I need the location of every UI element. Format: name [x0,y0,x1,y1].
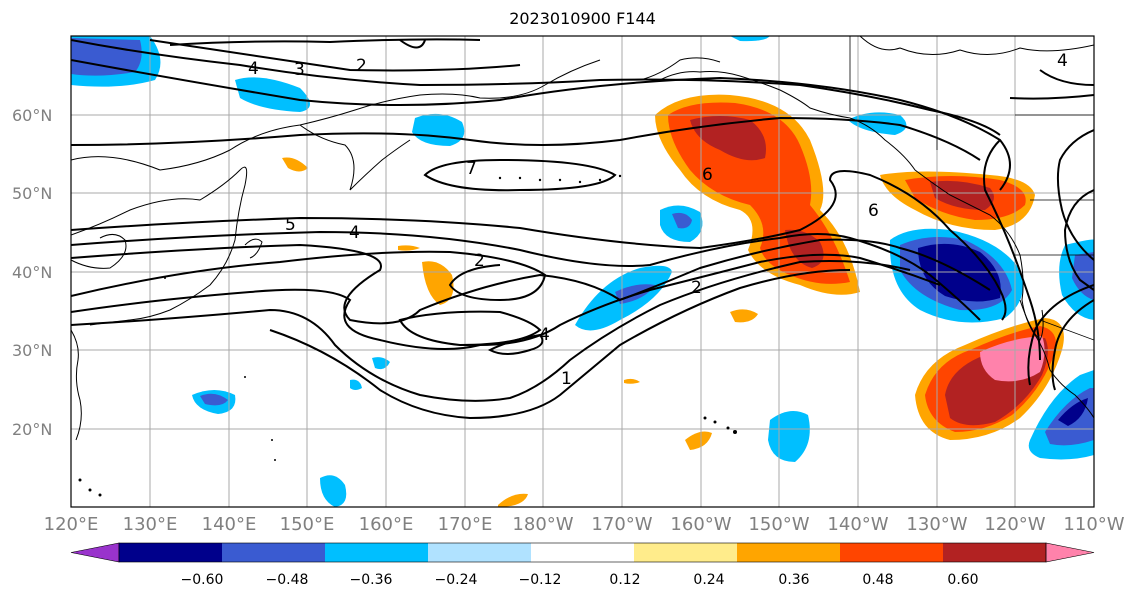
colorbar [70,542,1095,563]
contour-label: 4 [349,223,360,243]
colorbar-segment [531,543,635,562]
latitude-labels: 60°N 50°N 40°N 30°N 20°N [12,106,52,439]
colorbar-tick-label: −0.12 [519,572,562,588]
colorbar-segment [943,543,1047,562]
contour-label: 4 [248,59,259,79]
longitude-labels: 120°E 130°E 140°E 150°E 160°E 170°E 180°… [44,514,1125,535]
borders [849,36,1094,341]
positive-anomaly-region [498,493,528,507]
lon-label: 120°E [44,514,99,535]
negative-anomaly-region [350,379,362,390]
colorbar-segment [222,543,326,562]
contour-labels: 2 3 4 4 5 4 7 2 4 2 1 6 6 4 [248,51,1068,389]
colorbar-tick-labels: −0.60 −0.48 −0.36 −0.24 −0.12 0.12 0.24 … [181,572,979,588]
colorbar-tick-label: −0.48 [266,572,309,588]
lon-label: 170°E [438,514,493,535]
lon-label: 130°E [123,514,178,535]
positive-anomaly-region [690,116,766,161]
positive-anomaly-region [282,157,308,172]
contour-label: 1 [561,369,572,389]
positive-anomaly-region [785,229,824,268]
lon-label: 170°W [591,514,652,535]
map-frame [70,35,1095,508]
lon-label: 160°E [359,514,414,535]
colorbar-extend-max [1045,542,1095,563]
contour-label: 3 [294,60,305,80]
negative-anomaly-region [71,38,142,76]
negative-anomaly-region [848,112,907,135]
lat-label: 50°N [12,184,52,203]
contour-label: 4 [539,325,550,345]
colorbar-tick-label: 0.48 [862,572,893,588]
contour-label: 7 [466,159,477,179]
colorbar-segment [634,543,738,562]
positive-anomaly-region [730,309,758,323]
negative-anomaly-region [672,212,692,229]
colorbar-tick-label: 0.36 [778,572,809,588]
lon-label: 150°E [280,514,335,535]
colorbar-segment [325,543,429,562]
contour-label: 4 [1057,51,1068,71]
colorbar-tick-label: −0.24 [435,572,478,588]
negative-anomaly-region [730,36,770,42]
colorbar-outline [118,542,1047,563]
lon-label: 150°W [748,514,809,535]
colorbar-extend-min [70,542,120,563]
contour-label: 2 [356,56,367,76]
lon-label: 140°E [202,514,257,535]
colorbar-segment [119,543,223,562]
colorbar-segment [428,543,532,562]
colorbar-tick-label: 0.12 [609,572,640,588]
lon-label: 110°W [1063,514,1124,535]
colorbar-tick-label: 0.24 [693,572,724,588]
lon-label: 160°W [670,514,731,535]
lat-label: 60°N [12,106,52,125]
contour-label: 2 [474,251,485,271]
colorbar-tick-label: −0.60 [181,572,224,588]
lon-label: 140°W [827,514,888,535]
colorbar-tick-label: −0.36 [350,572,393,588]
contour-lines [71,38,1094,420]
lat-label: 20°N [12,420,52,439]
positive-anomaly-region [398,245,420,251]
colorbar-segment [840,543,944,562]
colorbar-tick-label: 0.60 [947,572,978,588]
positive-anomaly-region [685,431,712,450]
lat-label: 30°N [12,341,52,360]
negative-anomaly-region [768,411,810,462]
lon-label: 130°W [906,514,967,535]
lon-label: 120°W [984,514,1045,535]
lat-label: 40°N [12,263,52,282]
positive-anomaly-region [624,378,640,384]
contour-label: 5 [285,215,296,235]
colorbar-segment [737,543,841,562]
contour-label: 2 [691,278,702,298]
map-title: 2023010900 F144 [509,9,656,28]
lon-label: 180°W [512,514,573,535]
negative-anomaly-region [320,475,347,507]
contour-label: 6 [868,201,879,221]
positive-anomaly-region [930,180,994,210]
negative-anomaly-region [1058,398,1088,426]
negative-anomaly-region [200,393,228,406]
contour-label: 6 [702,165,713,185]
islands [78,174,737,497]
